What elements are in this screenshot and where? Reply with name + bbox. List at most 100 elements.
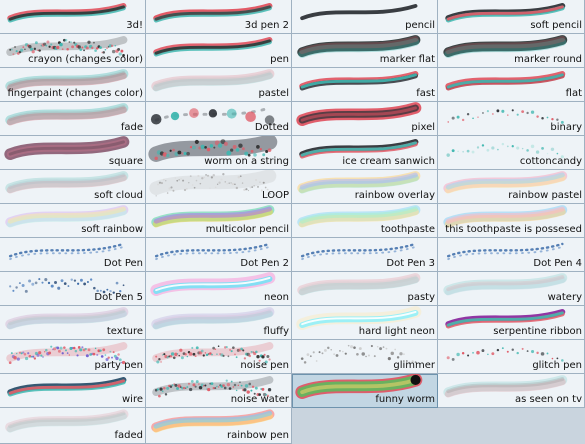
stroke-preview-dot (56, 346, 59, 349)
stroke-preview-dot (71, 278, 73, 280)
stroke-preview-dot (394, 349, 396, 351)
stroke-preview-dot (230, 149, 233, 152)
stroke-preview-dot (24, 48, 26, 50)
brush-tile-pasty[interactable]: pasty (292, 272, 438, 306)
brush-tile-dot-pen[interactable]: Dot Pen (0, 238, 146, 272)
stroke-preview-dot (238, 385, 239, 386)
stroke-preview-dot (227, 383, 230, 386)
stroke-preview-dot (163, 179, 165, 181)
brush-tile-neon[interactable]: neon (146, 272, 292, 306)
stroke-preview-dot (204, 177, 205, 178)
brush-tile-dot-pen-3[interactable]: Dot Pen 3 (292, 238, 438, 272)
brush-tile-wire[interactable]: wire (0, 374, 146, 408)
stroke-preview-dot (248, 383, 251, 386)
brush-label: funny worm (375, 394, 435, 406)
brush-tile-dot-pen-2[interactable]: Dot Pen 2 (146, 238, 292, 272)
brush-tile-3d[interactable]: 3d! (0, 0, 146, 34)
stroke-preview-dot (163, 353, 165, 355)
stroke-preview-dot (165, 393, 167, 395)
brush-tile-faded[interactable]: faded (0, 408, 146, 444)
brush-label: serpentine ribbon (493, 326, 582, 338)
brush-tile-rainbow-pen[interactable]: rainbow pen (146, 408, 292, 444)
stroke-preview-dot (536, 115, 538, 117)
brush-tile-soft-pencil[interactable]: soft pencil (438, 0, 585, 34)
brush-tile-crayon-changes-color[interactable]: crayon (changes color) (0, 34, 146, 68)
stroke-preview-dot (521, 110, 524, 113)
brush-tile-ice-cream-sanwich[interactable]: ice cream sanwich (292, 136, 438, 170)
brush-tile-as-seen-on-tv[interactable]: as seen on tv (438, 374, 585, 408)
brush-tile-dot-pen-5[interactable]: Dot Pen 5 (0, 272, 146, 306)
stroke-preview-dot (397, 356, 399, 358)
stroke-preview-dot (22, 46, 24, 48)
brush-tile-fade[interactable]: fade (0, 102, 146, 136)
brush-tile-soft-rainbow[interactable]: soft rainbow (0, 204, 146, 238)
stroke-preview-dot (187, 356, 188, 357)
brush-tile-glitch-pen[interactable]: glitch pen (438, 340, 585, 374)
brush-label: worm on a string (204, 156, 289, 168)
brush-tile-soft-cloud[interactable]: soft cloud (0, 170, 146, 204)
brush-tile-fast[interactable]: fast (292, 68, 438, 102)
brush-tile-rainbow-overlay[interactable]: rainbow overlay (292, 170, 438, 204)
brush-label: fade (121, 122, 143, 134)
brush-tile-worm-on-a-string[interactable]: worm on a string (146, 136, 292, 170)
stroke-preview-dot (22, 284, 25, 287)
brush-tile-flat[interactable]: flat (438, 68, 585, 102)
brush-tile-marker-round[interactable]: marker round (438, 34, 585, 68)
stroke-preview-dot (48, 282, 50, 284)
stroke-preview-dot (238, 144, 242, 148)
brush-tile-marker-flat[interactable]: marker flat (292, 34, 438, 68)
brush-label: LOOP (262, 190, 289, 202)
brush-tile-cottoncandy[interactable]: cottoncandy (438, 136, 585, 170)
brush-tile-toothpaste[interactable]: toothpaste (292, 204, 438, 238)
stroke-preview-dot (232, 183, 234, 185)
brush-tile-square[interactable]: square (0, 136, 146, 170)
brush-tile-pen[interactable]: pen (146, 34, 292, 68)
stroke-preview-dot (35, 41, 38, 44)
brush-tile-fluffy[interactable]: fluffy (146, 306, 292, 340)
stroke-preview-dot (359, 347, 362, 350)
stroke-preview-dot (193, 353, 196, 356)
stroke-preview-dot (44, 278, 47, 281)
stroke-preview-dot (173, 356, 176, 359)
stroke-preview-dot (170, 186, 172, 188)
stroke-preview-dot (226, 183, 228, 185)
stroke-preview-dot (34, 48, 36, 50)
brush-tile-this-toothpaste-is-possesed[interactable]: this toothpaste is possesed (438, 204, 585, 238)
brush-tile-noise-water[interactable]: noise water (146, 374, 292, 408)
brush-tile-serpentine-ribbon[interactable]: serpentine ribbon (438, 306, 585, 340)
brush-tile-noise-pen[interactable]: noise pen (146, 340, 292, 374)
brush-tile-watery[interactable]: watery (438, 272, 585, 306)
stroke-preview-dot (25, 290, 28, 293)
brush-tile-hard-light-neon[interactable]: hard light neon (292, 306, 438, 340)
brush-tile-dotted[interactable]: Dotted (146, 102, 292, 136)
stroke-preview-dot (17, 358, 20, 361)
brush-tile-multicolor-pencil[interactable]: multicolor pencil (146, 204, 292, 238)
stroke-preview-dot (81, 46, 83, 48)
stroke-preview-dot (226, 346, 228, 348)
stroke-preview-dot (452, 358, 455, 361)
brush-label: pixel (411, 122, 435, 134)
brush-tile-dot-pen-4[interactable]: Dot Pen 4 (438, 238, 585, 272)
stroke-preview-dot (517, 114, 519, 116)
stroke-preview-dot (541, 117, 544, 120)
stroke-preview-dot (399, 352, 402, 355)
stroke-preview-dot (159, 388, 162, 391)
brush-tile-pencil[interactable]: pencil (292, 0, 438, 34)
brush-tile-pixel[interactable]: pixel (292, 102, 438, 136)
brush-tile-loop[interactable]: LOOP (146, 170, 292, 204)
brush-tile-funny-worm[interactable]: funny worm (292, 374, 438, 408)
brush-tile-binary[interactable]: binary (438, 102, 585, 136)
stroke-preview-path (10, 244, 123, 256)
brush-tile-pastel[interactable]: pastel (146, 68, 292, 102)
stroke-preview-dot (106, 289, 108, 291)
brush-tile-fingerpaint-changes-color[interactable]: fingerpaint (changes color) (0, 68, 146, 102)
brush-tile-rainbow-pastel[interactable]: rainbow pastel (438, 170, 585, 204)
brush-tile-3d-pen-2[interactable]: 3d pen 2 (146, 0, 292, 34)
stroke-preview-dot (192, 184, 194, 186)
brush-tile-glimmer[interactable]: glimmer (292, 340, 438, 374)
stroke-preview-dot (63, 346, 66, 349)
brush-tile-texture[interactable]: texture (0, 306, 146, 340)
stroke-preview-dot (190, 175, 192, 177)
stroke-preview-dot (250, 187, 252, 189)
brush-tile-party-pen[interactable]: party pen (0, 340, 146, 374)
